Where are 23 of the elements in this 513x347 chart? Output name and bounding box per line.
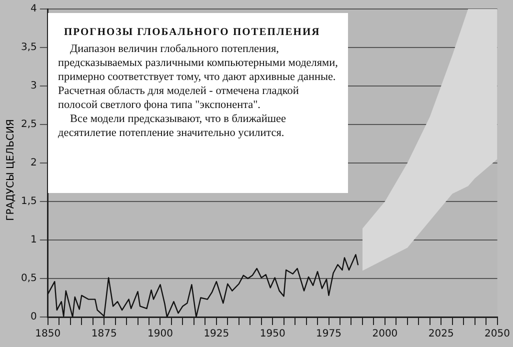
y-axis-title: ГРАДУСЫ ЦЕЛЬСИЯ xyxy=(6,119,16,221)
annotation: Диапазон величин глобального потепления, предсказываемых различными компьютерными моделями, примерно соответствует тому, что дают архивные данные. Расчетная область для моделей - отмечена гладкой полосой светлого фона типа "экспонента". xyxy=(58,42,339,112)
y-tick-label: 2,5 xyxy=(20,119,37,130)
x-tick-label: 2050 xyxy=(484,328,510,340)
text: ПРОГНОЗЫ ГЛОБАЛЬНОГО ПОТЕПЛЕНИЯ xyxy=(64,27,322,38)
x-tick-label: 1975 xyxy=(316,328,342,340)
y-tick-label: 3,5 xyxy=(20,42,37,54)
x-tick-label: 1850 xyxy=(35,328,61,340)
x-tick-label: 2025 xyxy=(428,328,454,340)
y-tick-label: 0,5 xyxy=(20,273,37,284)
y-tick-label: 1 xyxy=(30,234,37,246)
annotation: Все модели предсказывают, что в ближайшее десятилетие потепление значительно усилится. xyxy=(58,112,287,140)
text-panel: ПРОГНОЗЫ ГЛОБАЛЬНОГО ПОТЕПЛЕНИЯ Диапазон величин глобального потепления, предсказываемых различными компьютерными моделями, примерно соответствует тому, что дают архивные данные. Расчетная область для моделей - отмечена гладкой полосой светлого фона типа "экспонента". Все модели предсказывают, что в ближайшее десятилетие потепление значительно усилится. xyxy=(48,13,348,193)
x-tick-label: 2000 xyxy=(372,328,398,340)
x-tick-label: 1875 xyxy=(91,328,117,340)
y-tick-label: 2 xyxy=(30,158,37,169)
x-tick-label: 1950 xyxy=(260,328,286,340)
x-tick-label: 1900 xyxy=(148,328,173,340)
x-tick-label: 1925 xyxy=(204,328,230,340)
y-tick-label: 0 xyxy=(30,312,37,323)
y-tick-label: 3 xyxy=(30,80,37,92)
y-tick-label: 1,5 xyxy=(20,196,37,208)
y-tick-label: 4 xyxy=(30,4,37,15)
